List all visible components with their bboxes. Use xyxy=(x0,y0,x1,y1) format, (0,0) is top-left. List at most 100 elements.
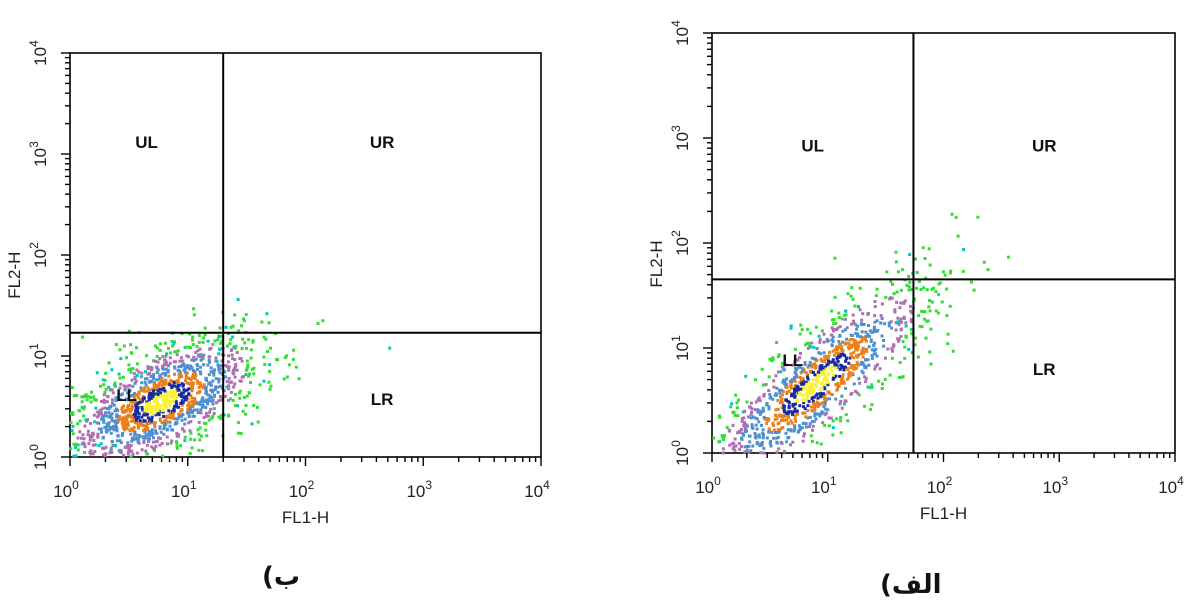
data-point xyxy=(135,374,139,377)
data-point xyxy=(136,410,140,414)
data-point xyxy=(140,406,144,409)
data-point xyxy=(184,398,188,402)
data-point xyxy=(806,416,810,420)
data-point xyxy=(818,412,822,416)
data-point xyxy=(126,405,130,409)
data-point xyxy=(120,407,124,411)
data-point xyxy=(249,356,253,360)
data-point xyxy=(941,270,945,274)
data-point xyxy=(823,401,827,405)
data-point xyxy=(856,332,860,336)
data-point xyxy=(207,418,211,422)
data-point xyxy=(754,423,758,427)
data-point xyxy=(778,401,782,405)
data-point xyxy=(852,356,856,360)
data-point xyxy=(888,373,892,377)
data-point xyxy=(102,383,106,387)
data-point xyxy=(808,422,812,426)
data-point xyxy=(915,271,919,274)
data-point xyxy=(107,361,111,365)
data-point xyxy=(873,305,877,309)
data-point xyxy=(116,409,120,412)
data-point xyxy=(228,342,232,345)
data-point xyxy=(789,385,793,388)
data-point xyxy=(123,422,127,426)
data-point xyxy=(109,431,113,435)
data-point xyxy=(198,438,202,442)
data-point xyxy=(131,384,135,388)
data-point xyxy=(114,399,118,402)
data-point xyxy=(130,404,134,408)
data-point xyxy=(898,376,901,379)
data-point xyxy=(758,444,762,448)
data-point xyxy=(181,413,185,416)
data-point xyxy=(89,395,92,399)
data-point xyxy=(244,412,248,416)
data-point xyxy=(191,414,195,418)
data-point xyxy=(864,349,868,353)
data-point xyxy=(119,451,123,454)
y-tick-label: 104 xyxy=(669,20,692,46)
data-point xyxy=(844,359,848,363)
data-point xyxy=(210,388,214,392)
data-point xyxy=(160,376,164,380)
data-point xyxy=(120,433,124,437)
data-point xyxy=(133,381,137,385)
data-point xyxy=(806,365,810,369)
data-point xyxy=(159,380,163,383)
data-point xyxy=(755,417,759,421)
data-point xyxy=(248,391,251,395)
data-point xyxy=(181,401,185,405)
data-point xyxy=(184,379,187,383)
data-point xyxy=(156,360,160,364)
data-point xyxy=(798,392,802,396)
data-point xyxy=(142,441,146,445)
data-point xyxy=(777,447,781,451)
data-point xyxy=(918,324,922,328)
data-point xyxy=(864,339,868,343)
data-point xyxy=(163,341,167,345)
data-point xyxy=(804,380,808,384)
data-point xyxy=(248,372,251,376)
data-point xyxy=(844,328,847,332)
data-point xyxy=(836,359,840,363)
data-point xyxy=(112,383,116,387)
data-point xyxy=(787,404,791,408)
data-point xyxy=(124,420,128,424)
data-point xyxy=(190,358,194,362)
data-point xyxy=(815,347,819,351)
data-point xyxy=(102,453,105,457)
data-point xyxy=(903,356,907,360)
data-point xyxy=(909,309,913,313)
data-point xyxy=(778,391,782,395)
data-point xyxy=(112,403,116,407)
data-point xyxy=(890,326,894,330)
data-point xyxy=(247,374,251,378)
data-point xyxy=(899,327,903,331)
data-point xyxy=(231,335,235,339)
data-point xyxy=(800,382,804,386)
data-point xyxy=(826,357,830,361)
data-point xyxy=(231,324,235,328)
data-point xyxy=(198,370,202,374)
data-point xyxy=(904,324,908,328)
data-point xyxy=(208,360,212,364)
data-point xyxy=(233,346,237,350)
data-point xyxy=(753,378,757,382)
data-point xyxy=(146,402,149,406)
data-point xyxy=(252,404,256,407)
data-point xyxy=(749,401,753,405)
data-point xyxy=(826,408,830,412)
data-point xyxy=(116,420,120,423)
data-point xyxy=(207,358,211,362)
data-point xyxy=(851,297,855,301)
data-point xyxy=(928,299,931,303)
data-point xyxy=(135,402,139,406)
data-point xyxy=(146,407,150,411)
data-point xyxy=(175,353,179,357)
data-point xyxy=(115,428,119,432)
data-point xyxy=(762,451,766,455)
data-point xyxy=(149,411,153,415)
data-point xyxy=(811,428,814,432)
data-point xyxy=(196,367,199,371)
